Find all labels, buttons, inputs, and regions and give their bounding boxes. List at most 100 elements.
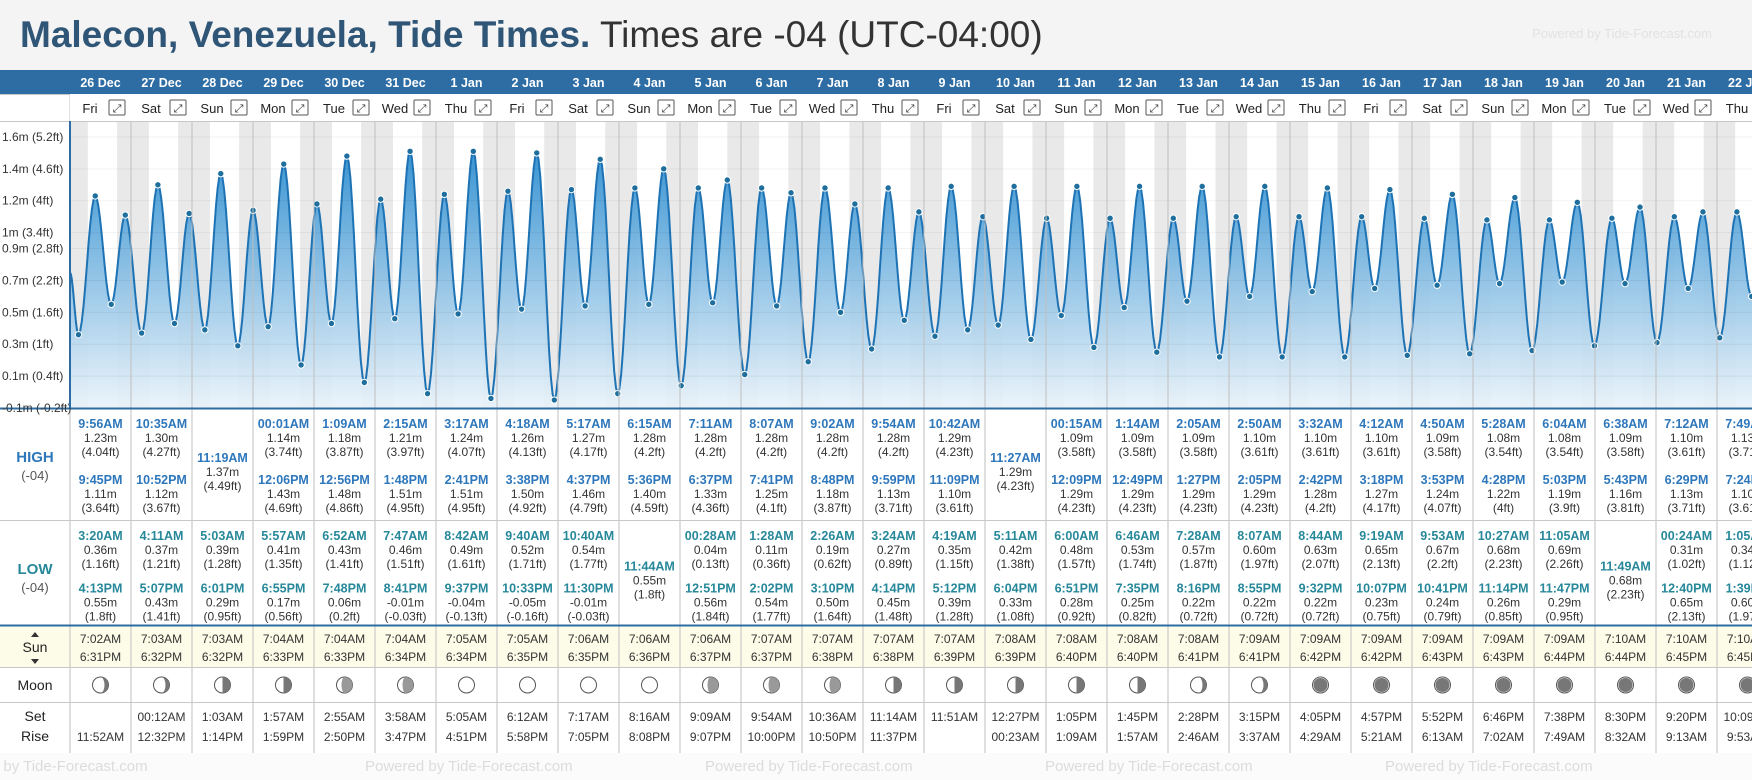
high-height-m: 1.10m (1243, 431, 1276, 445)
expand-day-button[interactable]: ⤢ (1694, 99, 1712, 116)
expand-day-button[interactable]: ⤢ (1328, 99, 1346, 116)
expand-icon[interactable]: ⤢ (1699, 103, 1708, 115)
expand-button-frame[interactable] (474, 99, 492, 116)
expand-button-frame[interactable] (1572, 99, 1590, 116)
moonrise-time: 11:37PM (870, 730, 917, 744)
low-height-m: 0.28m (1060, 596, 1093, 610)
high-time: 6:38AM (1603, 417, 1647, 431)
expand-button-frame[interactable] (291, 99, 309, 116)
day-of-week-label: Sat (141, 101, 161, 116)
expand-day-button[interactable]: ⤢ (1023, 99, 1041, 116)
expand-icon[interactable]: ⤢ (601, 103, 610, 115)
expand-button-frame[interactable] (779, 99, 797, 116)
expand-day-button[interactable]: ⤢ (596, 99, 614, 116)
expand-button-frame[interactable] (413, 99, 431, 116)
expand-day-button[interactable]: ⤢ (1145, 99, 1163, 116)
expand-icon[interactable]: ⤢ (418, 103, 427, 115)
expand-button-frame[interactable] (657, 99, 675, 116)
expand-button-frame[interactable] (901, 99, 919, 116)
expand-day-button[interactable]: ⤢ (657, 99, 675, 116)
expand-day-button[interactable]: ⤢ (1572, 99, 1590, 116)
expand-day-button[interactable]: ⤢ (718, 99, 736, 116)
moon-shadow (829, 677, 841, 693)
expand-icon[interactable]: ⤢ (906, 103, 915, 115)
expand-icon[interactable]: ⤢ (1211, 103, 1220, 115)
sunset-time: 6:33PM (263, 650, 304, 664)
expand-day-button[interactable]: ⤢ (230, 99, 248, 116)
expand-button-frame[interactable] (1145, 99, 1163, 116)
expand-icon[interactable]: ⤢ (1089, 103, 1098, 115)
expand-icon[interactable]: ⤢ (1028, 103, 1037, 115)
expand-day-button[interactable]: ⤢ (1450, 99, 1468, 116)
expand-icon[interactable]: ⤢ (113, 103, 122, 115)
expand-icon[interactable]: ⤢ (967, 103, 976, 115)
date-label: 22 Jan (1728, 76, 1752, 90)
expand-button-frame[interactable] (1023, 99, 1041, 116)
tide-point (391, 315, 399, 323)
expand-button-frame[interactable] (840, 99, 858, 116)
expand-day-button[interactable]: ⤢ (840, 99, 858, 116)
expand-button-frame[interactable] (352, 99, 370, 116)
expand-button-frame[interactable] (718, 99, 736, 116)
expand-icon[interactable]: ⤢ (1577, 103, 1586, 115)
expand-button-frame[interactable] (1511, 99, 1529, 116)
expand-button-frame[interactable] (1633, 99, 1651, 116)
expand-icon[interactable]: ⤢ (235, 103, 244, 115)
expand-button-frame[interactable] (108, 99, 126, 116)
expand-day-button[interactable]: ⤢ (535, 99, 553, 116)
expand-day-button[interactable]: ⤢ (474, 99, 492, 116)
low-time: 3:10PM (811, 582, 855, 596)
low-height-ft: (-0.13ft) (445, 610, 487, 624)
expand-day-button[interactable]: ⤢ (291, 99, 309, 116)
expand-button-frame[interactable] (1267, 99, 1285, 116)
expand-button-frame[interactable] (1206, 99, 1224, 116)
expand-button-frame[interactable] (535, 99, 553, 116)
expand-button-frame[interactable] (169, 99, 187, 116)
expand-button-frame[interactable] (962, 99, 980, 116)
expand-day-button[interactable]: ⤢ (352, 99, 370, 116)
expand-button-frame[interactable] (1328, 99, 1346, 116)
expand-day-button[interactable]: ⤢ (1267, 99, 1285, 116)
expand-day-button[interactable]: ⤢ (1511, 99, 1529, 116)
tide-point (1370, 284, 1379, 293)
high-height-ft: (4.69ft) (264, 501, 302, 515)
expand-icon[interactable]: ⤢ (723, 103, 732, 115)
expand-icon[interactable]: ⤢ (479, 103, 488, 115)
expand-icon[interactable]: ⤢ (1272, 103, 1281, 115)
expand-button-frame[interactable] (1450, 99, 1468, 116)
expand-icon[interactable]: ⤢ (540, 103, 549, 115)
expand-button-frame[interactable] (596, 99, 614, 116)
tide-point (645, 300, 653, 309)
expand-icon[interactable]: ⤢ (296, 103, 305, 115)
expand-button-frame[interactable] (1694, 99, 1712, 116)
expand-icon[interactable]: ⤢ (357, 103, 366, 115)
expand-icon[interactable]: ⤢ (662, 103, 671, 115)
expand-day-button[interactable]: ⤢ (413, 99, 431, 116)
expand-day-button[interactable]: ⤢ (1084, 99, 1102, 116)
expand-button-frame[interactable] (1389, 99, 1407, 116)
expand-day-button[interactable]: ⤢ (962, 99, 980, 116)
expand-icon[interactable]: ⤢ (845, 103, 854, 115)
expand-button-frame[interactable] (1084, 99, 1102, 116)
expand-icon[interactable]: ⤢ (1638, 103, 1647, 115)
expand-icon[interactable]: ⤢ (1455, 103, 1464, 115)
moonrise-time: 11:52AM (77, 730, 124, 744)
sunrise-time: 7:07AM (873, 632, 914, 646)
expand-day-button[interactable]: ⤢ (901, 99, 919, 116)
expand-icon[interactable]: ⤢ (784, 103, 793, 115)
expand-icon[interactable]: ⤢ (1516, 103, 1525, 115)
expand-day-button[interactable]: ⤢ (779, 99, 797, 116)
expand-day-button[interactable]: ⤢ (1389, 99, 1407, 116)
expand-day-button[interactable]: ⤢ (169, 99, 187, 116)
high-height-m: 1.24m (450, 431, 483, 445)
expand-day-button[interactable]: ⤢ (1206, 99, 1224, 116)
expand-button-frame[interactable] (230, 99, 248, 116)
high-time: 3:32AM (1298, 417, 1342, 431)
expand-icon[interactable]: ⤢ (1333, 103, 1342, 115)
expand-icon[interactable]: ⤢ (174, 103, 183, 115)
expand-day-button[interactable]: ⤢ (1633, 99, 1651, 116)
expand-day-button[interactable]: ⤢ (108, 99, 126, 116)
expand-icon[interactable]: ⤢ (1150, 103, 1159, 115)
expand-icon[interactable]: ⤢ (1394, 103, 1403, 115)
low-height-ft: (1.15ft) (935, 557, 973, 571)
